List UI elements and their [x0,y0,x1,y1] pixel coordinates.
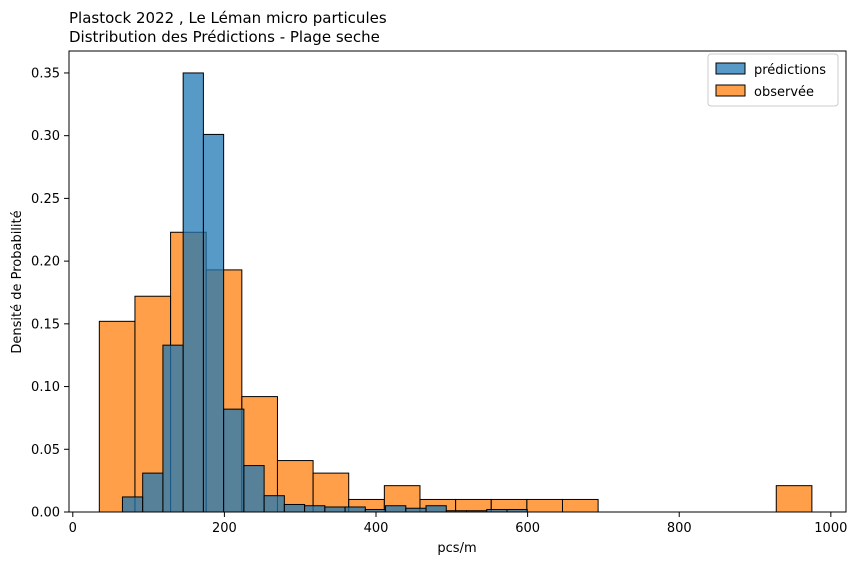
observed-bar-13 [562,499,598,512]
y-axis-label: Densité de Probabilité [10,210,25,353]
prediction-bar-15 [426,506,446,512]
prediction-bar-1 [143,473,163,512]
y-tick-label: 0.30 [31,129,60,144]
prediction-bar-9 [305,506,325,512]
observed-bar-0 [99,321,135,512]
y-tick-label: 0.00 [31,506,60,521]
chart-title-line1: Plastock 2022 , Le Léman micro particule… [69,9,387,27]
x-tick-label: 800 [667,521,692,536]
x-tick-label: 600 [515,521,540,536]
y-tick-label: 0.25 [31,192,60,207]
prediction-bar-7 [264,496,284,512]
y-tick-label: 0.20 [31,255,60,270]
chart-title-line2: Distribution des Prédictions - Plage sec… [69,28,380,46]
observed-bar-10 [456,499,492,512]
x-tick-label: 400 [364,521,389,536]
legend-label-observed: observée [754,85,814,100]
prediction-bars [122,73,527,512]
legend-swatch-predictions [716,63,745,74]
x-axis-ticks: 0 200 400 600 800 1000 [69,512,848,536]
prediction-bar-4 [203,134,223,512]
prediction-bar-13 [386,506,406,512]
x-axis-label: pcs/m [437,541,476,556]
x-tick-label: 0 [69,521,77,536]
observed-bar-12 [527,499,563,512]
y-tick-label: 0.10 [31,380,60,395]
observed-bar-14 [776,486,812,512]
y-axis-ticks: 0.00 0.05 0.10 0.15 0.20 0.25 0.30 0.35 [31,66,69,520]
y-tick-label: 0.15 [31,317,60,332]
y-tick-label: 0.35 [31,66,60,81]
prediction-bar-6 [244,466,264,512]
legend: prédictions observée [708,54,838,106]
prediction-bar-2 [163,345,183,512]
x-tick-label: 200 [212,521,237,536]
prediction-bar-10 [325,507,345,512]
y-tick-label: 0.05 [31,443,60,458]
prediction-bar-11 [345,507,365,512]
prediction-bar-5 [224,409,244,512]
x-tick-label: 1000 [814,521,847,536]
legend-label-predictions: prédictions [754,63,826,78]
prediction-bar-14 [406,508,426,512]
prediction-bar-0 [122,497,142,512]
prediction-bar-8 [284,504,304,512]
legend-swatch-observed [716,85,745,96]
prediction-bar-3 [183,73,203,512]
